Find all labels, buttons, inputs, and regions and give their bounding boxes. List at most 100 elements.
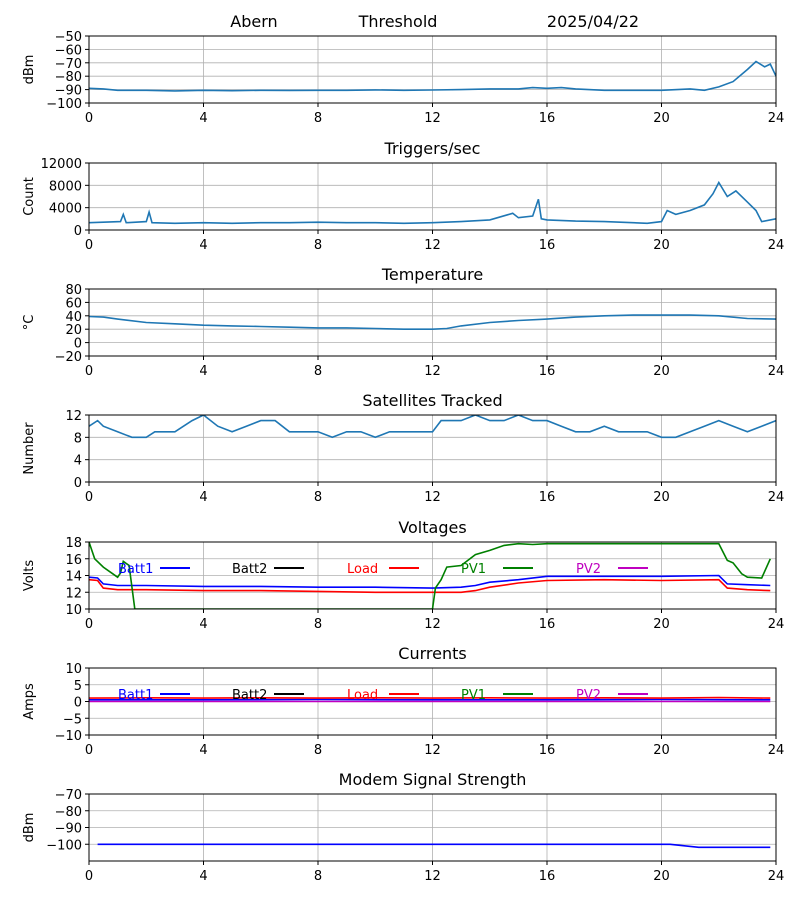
header-station: Abern [230, 12, 277, 31]
x-tick-label: 20 [653, 869, 670, 884]
header-label: Threshold [358, 12, 438, 31]
y-tick-label: −70 [55, 57, 82, 72]
y-tick-label: 5 [74, 679, 82, 694]
x-tick-label: 8 [314, 490, 322, 505]
chart-panel-0: 0 4 8 12 16 20 24 −100−90−80−70−60−50 dBm [22, 30, 784, 126]
y-axis-label: Count [22, 177, 37, 216]
y-tick-label: 0 [74, 337, 82, 352]
x-tick-label: 16 [539, 617, 556, 632]
x-tick-label: 16 [539, 111, 556, 126]
panel-title: Voltages [398, 518, 466, 537]
x-tick-label: 8 [314, 617, 322, 632]
panel-title: Currents [398, 644, 466, 663]
x-tick-label: 0 [85, 364, 93, 379]
y-tick-label: −80 [55, 70, 82, 85]
series-line-0 [89, 415, 776, 439]
x-tick-label: 20 [653, 238, 670, 253]
y-tick-label: −80 [55, 805, 82, 820]
y-tick-label: 60 [65, 296, 82, 311]
x-tick-label: 0 [85, 743, 93, 758]
panel-title: Temperature [381, 265, 483, 284]
x-tick-label: 8 [314, 111, 322, 126]
y-tick-label: −90 [55, 84, 82, 99]
y-tick-label: 12000 [41, 157, 82, 172]
y-tick-label: 40 [65, 310, 82, 325]
x-tick-label: 4 [199, 617, 207, 632]
panel-title: Modem Signal Strength [339, 770, 527, 789]
y-tick-label: −70 [55, 788, 82, 803]
x-tick-label: 0 [85, 238, 93, 253]
x-tick-label: 12 [424, 617, 441, 632]
x-tick-label: 16 [539, 490, 556, 505]
x-tick-label: 20 [653, 490, 670, 505]
y-tick-label: −5 [63, 712, 82, 727]
x-tick-label: 16 [539, 743, 556, 758]
y-axis-label: dBm [22, 55, 37, 85]
y-tick-label: 8000 [49, 179, 82, 194]
x-tick-label: 20 [653, 743, 670, 758]
x-tick-label: 8 [314, 238, 322, 253]
y-tick-label: −20 [55, 350, 82, 365]
y-tick-label: −10 [55, 729, 82, 744]
legend-label: Batt2 [232, 688, 267, 703]
panel-title: Satellites Tracked [362, 391, 502, 410]
x-tick-label: 4 [199, 743, 207, 758]
x-tick-label: 0 [85, 111, 93, 126]
legend-label: Load [347, 688, 378, 703]
x-tick-label: 0 [85, 490, 93, 505]
y-tick-label: 0 [74, 224, 82, 239]
legend-label: PV2 [576, 562, 601, 577]
chart-panel-3: 0 4 8 12 16 20 24 0 4 8 12 Satellites Tracked Number [22, 391, 784, 505]
x-tick-label: 12 [424, 364, 441, 379]
x-tick-label: 24 [768, 238, 785, 253]
series-line-load [89, 696, 771, 699]
x-tick-label: 0 [85, 869, 93, 884]
y-axis-label: Volts [22, 560, 37, 592]
x-tick-label: 24 [768, 364, 785, 379]
x-tick-label: 20 [653, 111, 670, 126]
series-line-pv1 [89, 542, 772, 609]
y-tick-label: 0 [74, 696, 82, 711]
x-tick-label: 16 [539, 869, 556, 884]
y-tick-label: 10 [65, 603, 82, 618]
series-line-0 [89, 314, 776, 331]
y-axis-label: Amps [22, 683, 37, 720]
legend-label: PV1 [461, 562, 486, 577]
series-line-batt1 [89, 574, 771, 589]
x-tick-label: 12 [424, 743, 441, 758]
y-tick-label: 4 [74, 454, 82, 469]
legend-label: Batt1 [118, 688, 153, 703]
x-tick-label: 4 [199, 364, 207, 379]
x-tick-label: 20 [653, 617, 670, 632]
header-date: 2025/04/22 [547, 12, 639, 31]
y-tick-label: −60 [55, 43, 82, 58]
x-tick-label: 12 [424, 869, 441, 884]
y-axis-label: dBm [22, 813, 37, 843]
x-tick-label: 8 [314, 869, 322, 884]
x-tick-label: 24 [768, 743, 785, 758]
y-tick-label: 10 [65, 662, 82, 677]
y-tick-label: 20 [65, 323, 82, 338]
legend-label: Batt2 [232, 562, 267, 577]
chart-panel-1: 0 4 8 12 16 20 24 0 4000 8000 12000 Triggers/sec Cou… [22, 139, 784, 253]
y-tick-label: 14 [65, 570, 82, 585]
x-tick-label: 4 [199, 238, 207, 253]
y-tick-label: 12 [65, 586, 82, 601]
y-tick-label: 18 [65, 536, 82, 551]
y-tick-label: −100 [46, 97, 82, 112]
y-tick-label: 0 [74, 476, 82, 491]
y-tick-label: −100 [46, 838, 82, 853]
x-tick-label: 4 [199, 869, 207, 884]
y-tick-label: 16 [65, 553, 82, 568]
y-axis-label: °C [22, 315, 37, 331]
legend-label: PV1 [461, 688, 486, 703]
x-tick-label: 4 [199, 111, 207, 126]
series-line-0 [89, 180, 776, 225]
x-tick-label: 4 [199, 490, 207, 505]
legend-label: Load [347, 562, 378, 577]
series-line-load [89, 578, 771, 594]
